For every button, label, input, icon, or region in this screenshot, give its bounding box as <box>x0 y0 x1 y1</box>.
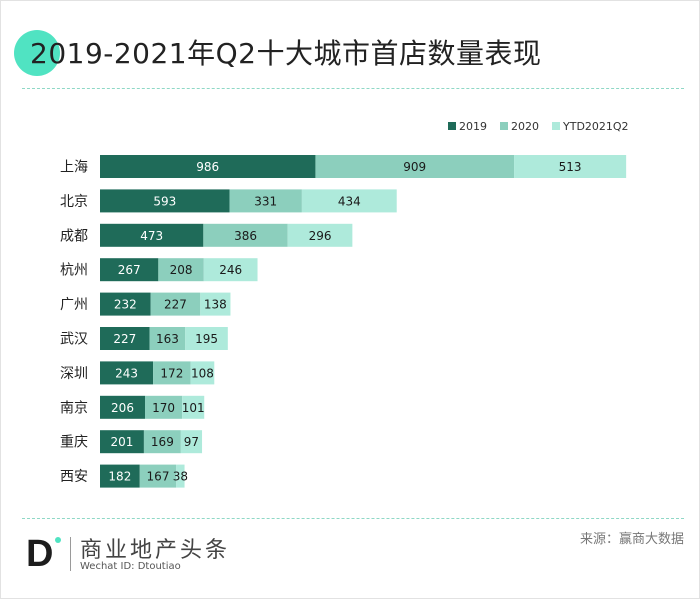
data-label: 331 <box>254 194 277 208</box>
data-label: 170 <box>152 401 175 415</box>
bar-segment <box>158 258 204 282</box>
legend-label: 2020 <box>511 120 539 133</box>
bar-segment <box>287 223 353 247</box>
bar-segment <box>203 258 258 282</box>
bar-segment <box>514 155 627 178</box>
data-label: 227 <box>164 298 187 312</box>
title-accent-circle <box>14 30 60 76</box>
bar-segment <box>139 464 177 488</box>
data-label: 182 <box>108 470 131 484</box>
bar-segment <box>100 223 204 247</box>
data-label: 986 <box>196 160 219 174</box>
data-label: 593 <box>153 194 176 208</box>
data-label: 296 <box>309 229 332 243</box>
category-label: 广州 <box>60 297 88 313</box>
legend-swatch <box>448 122 456 130</box>
bottom-divider <box>22 518 684 519</box>
data-label: 172 <box>160 366 183 380</box>
bar-segment <box>190 361 215 385</box>
bar-segment <box>100 361 154 385</box>
category-label: 重庆 <box>60 435 88 451</box>
bar-segment <box>182 395 205 419</box>
top-divider <box>22 88 684 89</box>
data-label: 169 <box>151 435 174 449</box>
stacked-bar-chart: 2019 2020 YTD2021Q2 上海 986 909 513 北京 593 331 434 成… <box>60 120 629 488</box>
bar-segment <box>143 430 181 454</box>
wechat-id: Wechat ID: Dtoutiao <box>80 561 181 572</box>
data-source: 来源：赢商大数据 <box>579 532 684 547</box>
category-label: 深圳 <box>60 366 88 382</box>
chart-title: 2019-2021年Q2十大城市首店数量表现 <box>30 37 542 70</box>
brand-logo-icon: D <box>26 533 61 574</box>
bar-segment <box>185 327 228 350</box>
bar-segment <box>153 361 191 385</box>
bar-segment <box>100 189 230 213</box>
bar-segment <box>200 292 231 316</box>
data-label: 206 <box>111 401 134 415</box>
category-label: 杭州 <box>60 263 88 279</box>
bar-segment <box>180 430 203 454</box>
data-label: 434 <box>338 194 361 208</box>
category-label: 成都 <box>60 228 88 244</box>
footer-separator <box>70 537 71 571</box>
bar-segment <box>150 292 201 316</box>
data-label: 97 <box>184 435 199 449</box>
category-label: 西安 <box>60 469 88 485</box>
data-label: 386 <box>234 229 257 243</box>
data-label: 38 <box>173 470 188 484</box>
data-label: 267 <box>118 263 141 277</box>
data-label: 101 <box>182 401 205 415</box>
bar-segment <box>149 327 186 350</box>
category-label: 南京 <box>60 400 88 416</box>
legend-swatch <box>500 122 508 130</box>
bar-segment <box>100 395 146 419</box>
logo-letter: D <box>26 533 53 574</box>
bar-segment <box>176 464 185 488</box>
bar-segment <box>100 464 140 488</box>
data-label: 473 <box>140 229 163 243</box>
bar-segment <box>100 292 151 316</box>
data-label: 138 <box>204 298 227 312</box>
data-label: 195 <box>195 332 218 346</box>
bar-segment <box>100 430 144 454</box>
data-label: 909 <box>403 160 426 174</box>
category-label: 北京 <box>60 194 88 210</box>
data-label: 227 <box>113 332 136 346</box>
bar-segment <box>100 258 159 282</box>
bar-segment <box>100 155 316 178</box>
bar-segment <box>100 327 150 350</box>
data-label: 201 <box>111 435 134 449</box>
bar-segment <box>301 189 397 213</box>
brand-name: 商业地产头条 <box>80 538 231 563</box>
category-label: 上海 <box>60 160 88 176</box>
data-label: 232 <box>114 298 137 312</box>
category-label: 武汉 <box>60 332 88 348</box>
legend-label: 2019 <box>459 120 487 133</box>
data-label: 167 <box>147 470 170 484</box>
data-label: 108 <box>191 366 214 380</box>
data-label: 513 <box>559 160 582 174</box>
data-label: 208 <box>170 263 193 277</box>
data-label: 243 <box>115 366 138 380</box>
bar-segment <box>315 155 515 178</box>
legend-label: YTD2021Q2 <box>562 120 629 133</box>
bar-segment <box>203 223 288 247</box>
data-label: 246 <box>219 263 242 277</box>
data-label: 163 <box>156 332 179 346</box>
bar-segment <box>229 189 302 213</box>
bar-segment <box>145 395 183 419</box>
legend-swatch <box>552 122 560 130</box>
